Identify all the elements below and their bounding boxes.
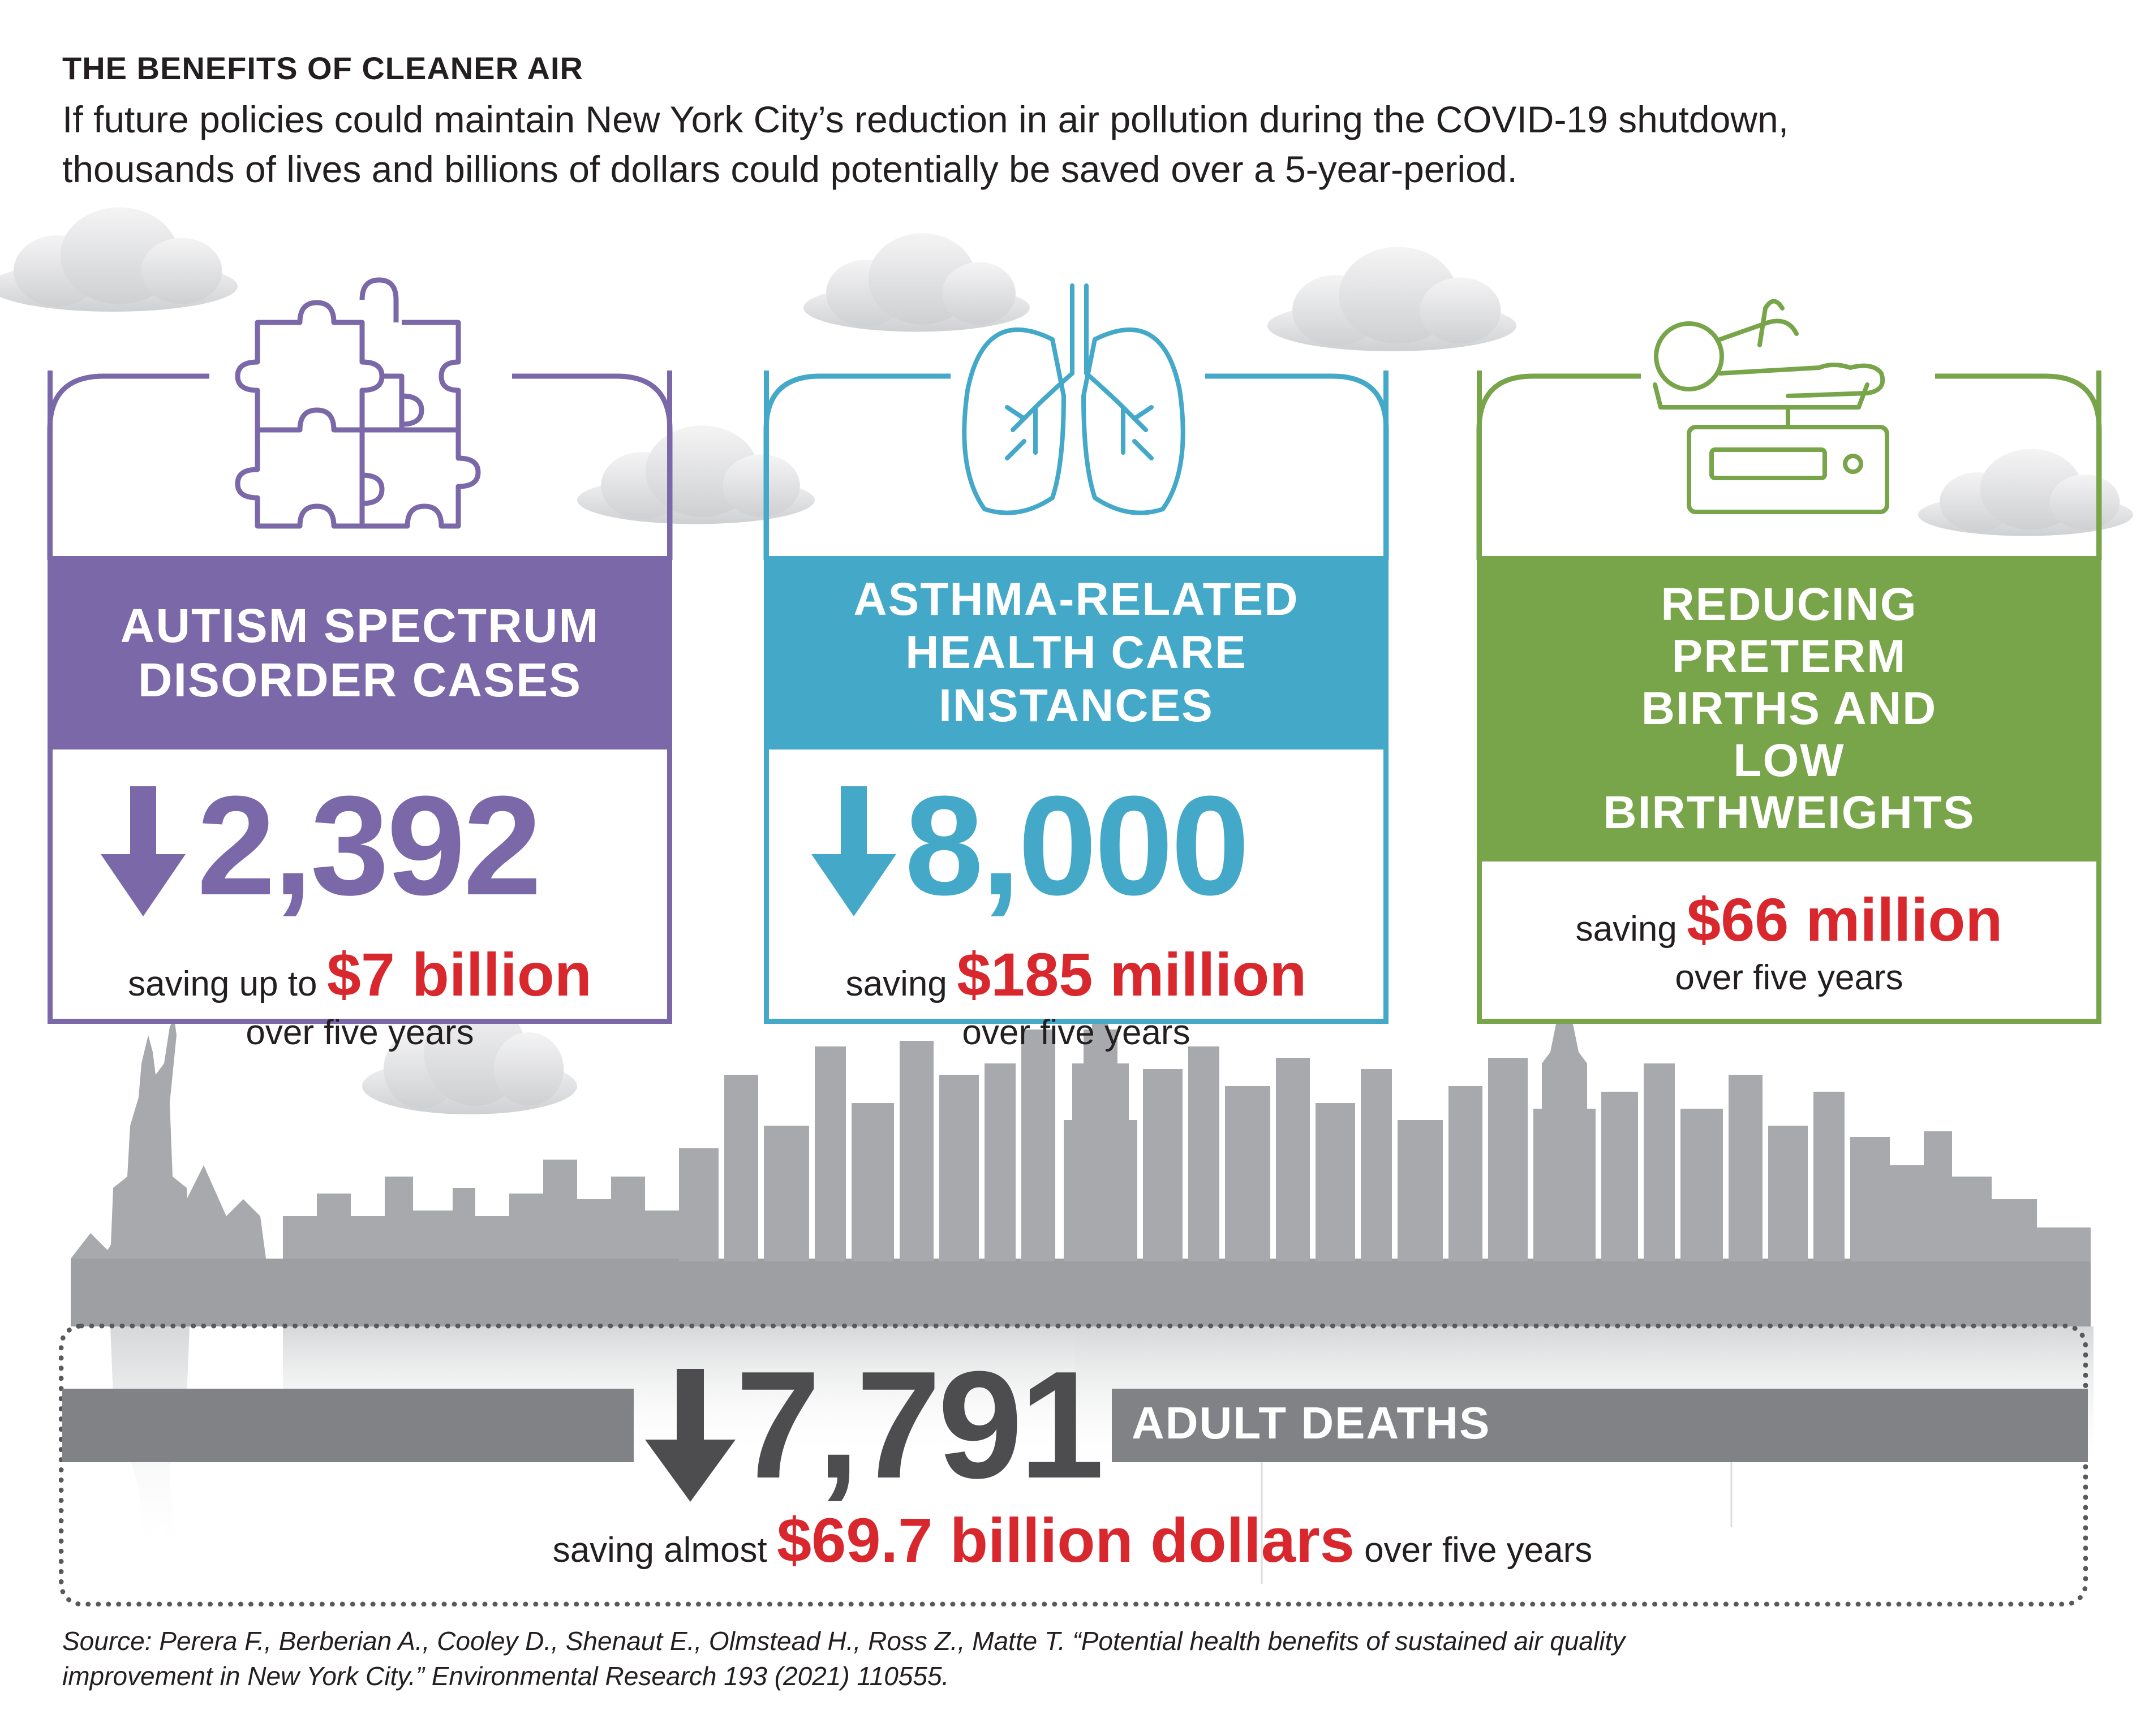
saving-suffix: over five years [1675, 958, 1903, 997]
autism-saving: saving up to $7 billion [53, 939, 667, 1010]
down-arrow-icon [645, 1369, 736, 1502]
source-citation: Source: Perera F., Berberian A., Cooley … [62, 1623, 2071, 1694]
saving-prefix: saving up to [128, 964, 317, 1003]
card-autism: AUTISM SPECTRUM DISORDER CASES 2,392 sav… [48, 371, 672, 1052]
cloud-icon [1267, 247, 1516, 351]
saving-amount: $69.7 billion dollars [777, 1506, 1355, 1575]
page-subtitle: If future policies could maintain New Yo… [62, 94, 2099, 194]
source-line-2: improvement in New York City.” Environme… [62, 1661, 949, 1691]
nyc-skyline [71, 928, 2091, 1326]
saving-amount: $66 million [1687, 885, 2003, 954]
card-asthma-title: ASTHMA-RELATED HEALTH CARE INSTANCES [769, 556, 1383, 749]
saving-amount: $185 million [957, 940, 1307, 1009]
deaths-bar-right [1112, 1389, 2088, 1462]
saving-prefix: saving [845, 964, 947, 1003]
card-autism-title: AUTISM SPECTRUM DISORDER CASES [53, 556, 667, 749]
down-arrow-icon [811, 786, 896, 916]
saving-prefix: saving almost [552, 1531, 767, 1570]
saving-prefix: saving [1575, 910, 1677, 949]
page-title: THE BENEFITS OF CLEANER AIR [62, 50, 583, 86]
saving-suffix: over five years [962, 1013, 1190, 1052]
title-line: BIRTHS AND [1641, 683, 1937, 734]
saving-suffix: over five years [1364, 1531, 1593, 1570]
card-asthma: ASTHMA-RELATED HEALTH CARE INSTANCES 8,0… [764, 371, 1389, 1052]
card-preterm: REDUCING PRETERM BIRTHS AND LOW BIRTHWEI… [1477, 371, 2101, 1024]
card-asthma-body: 8,000 saving $185 million over five year… [769, 749, 1383, 1052]
title-line: DISORDER CASES [137, 653, 582, 707]
preterm-saving: saving $66 million [1482, 884, 2096, 955]
title-line: BIRTHWEIGHTS [1603, 787, 1975, 838]
cloud-icon [803, 233, 1030, 332]
title-line: ASTHMA-RELATED [853, 574, 1299, 625]
saving-amount: $7 billion [326, 940, 592, 1009]
source-line-1: Source: Perera F., Berberian A., Cooley … [62, 1626, 1626, 1656]
subtitle-line-1: If future policies could maintain New Yo… [62, 98, 1789, 140]
title-line: HEALTH CARE [905, 627, 1247, 678]
header: THE BENEFITS OF CLEANER AIR If future po… [62, 50, 2099, 194]
title-line: LOW [1733, 735, 1845, 786]
card-preterm-title: REDUCING PRETERM BIRTHS AND LOW BIRTHWEI… [1482, 556, 2096, 861]
autism-value: 2,392 [197, 766, 542, 924]
deaths-panel [59, 1324, 2088, 1606]
title-line: PRETERM [1671, 631, 1907, 682]
deaths-saving: saving almost $69.7 billion dollars over… [0, 1505, 2145, 1576]
asthma-saving: saving $185 million [769, 939, 1383, 1010]
title-line: AUTISM SPECTRUM [120, 599, 600, 652]
saving-suffix: over five years [246, 1013, 474, 1052]
title-line: INSTANCES [939, 680, 1214, 731]
asthma-value: 8,000 [905, 766, 1250, 924]
card-autism-body: 2,392 saving up to $7 billion over five … [53, 749, 667, 1052]
title-line: REDUCING [1661, 579, 1918, 630]
cloud-icon [0, 207, 238, 312]
deaths-bar-left [62, 1389, 634, 1462]
deaths-value: 7,791 [736, 1340, 1104, 1510]
down-arrow-icon [101, 786, 186, 916]
card-preterm-body: saving $66 million over five years [1482, 861, 2096, 1019]
subtitle-line-2: thousands of lives and billions of dolla… [62, 148, 1518, 190]
deaths-label: ADULT DEATHS [1132, 1398, 1491, 1448]
